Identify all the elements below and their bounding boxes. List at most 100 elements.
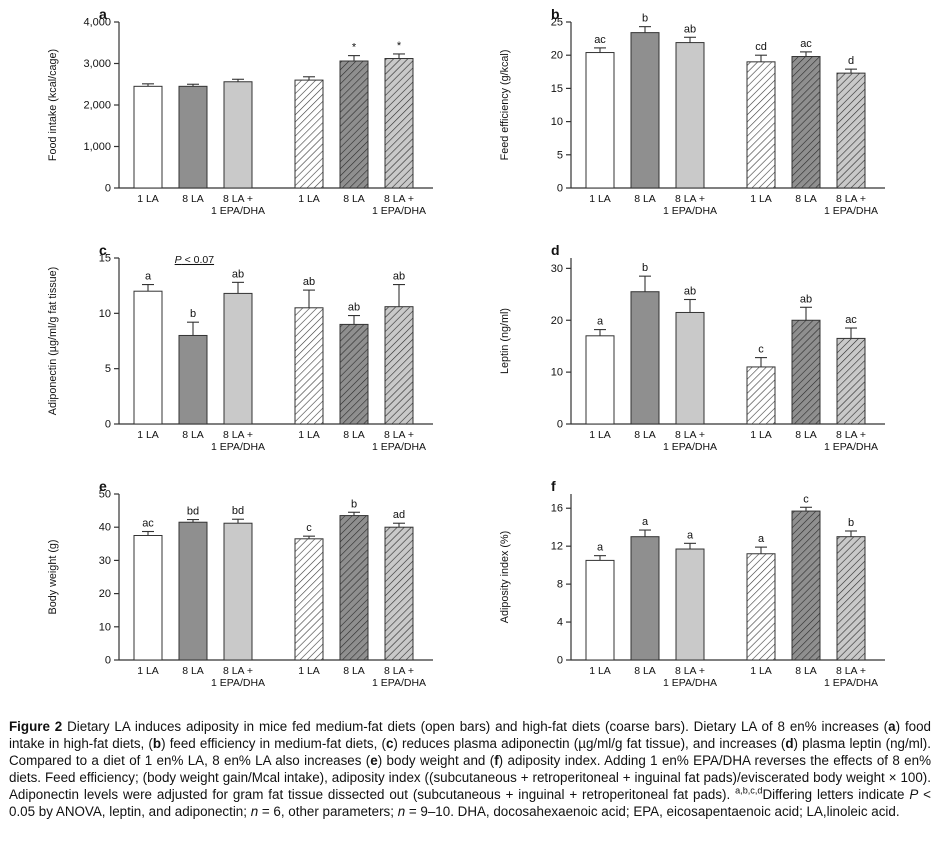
bar <box>178 521 208 661</box>
x-tick-label: 1 LA <box>298 429 320 441</box>
y-tick-label: 50 <box>99 489 111 501</box>
y-tick-label: 10 <box>551 116 563 128</box>
x-tick-label: 1 EPA/DHA <box>211 205 265 217</box>
x-tick-label: 1 LA <box>137 429 159 441</box>
bar-chart-a: a 0 1,000 2,000 3,000 4,000 Food intake (kcal/… <box>47 6 433 217</box>
x-tick-label: 1 LA <box>750 429 772 441</box>
y-tick-label: 5 <box>557 149 563 161</box>
sig-label: * <box>397 40 402 52</box>
x-tick-label: 8 LA + <box>223 193 253 205</box>
caption-text: ) plasma leptin (ng/ml). Compared to a d… <box>9 736 931 768</box>
panel-letter-e: e <box>99 478 107 494</box>
bar <box>223 522 253 661</box>
bar <box>178 334 208 425</box>
y-axis-label: Leptin (ng/ml) <box>499 308 511 374</box>
x-tick-label: 1 EPA/DHA <box>663 441 717 453</box>
bar <box>630 32 660 189</box>
bar <box>384 306 414 425</box>
y-tick-label: 15 <box>99 253 111 265</box>
sig-label: ac <box>845 314 857 326</box>
y-axis-label: Food intake (kcal/cage) <box>47 49 59 161</box>
x-tick-label: 1 EPA/DHA <box>824 205 878 217</box>
caption-bold-text: b <box>152 736 162 751</box>
sig-label: * <box>352 42 357 54</box>
bar <box>675 42 705 189</box>
bar <box>339 323 369 425</box>
x-tick-label: 1 LA <box>589 193 611 205</box>
y-axis-label: Adiposity index (%) <box>499 531 511 623</box>
x-tick-label: 8 LA + <box>223 665 253 677</box>
bar <box>791 510 821 661</box>
bar <box>294 307 324 425</box>
figure-panel-c: c 0 5 10 15 Adiponectin (µg/ml/g fat tissue) a… <box>43 242 445 470</box>
panel-letter-f: f <box>551 478 556 494</box>
x-tick-label: 8 LA <box>795 429 817 441</box>
x-tick-label: 1 LA <box>137 193 159 205</box>
bar <box>178 85 208 189</box>
figure-panel-b: b 0 5 10 15 20 25 Feed efficiency (g/kcal) ac 1 L… <box>495 6 897 234</box>
x-tick-label: 8 LA + <box>836 665 866 677</box>
bar <box>133 290 163 425</box>
bar <box>746 553 776 661</box>
bar <box>585 335 615 425</box>
sig-label: d <box>848 55 854 67</box>
y-tick-label: 20 <box>551 315 563 327</box>
figure-caption: Figure 2 Dietary LA induces adiposity in… <box>9 718 931 820</box>
bar <box>675 311 705 425</box>
bar-chart-e: e 0 10 20 30 40 50 Body weight (g) ac 1 LA bd 8 LA b… <box>47 478 433 689</box>
bar <box>339 515 369 661</box>
y-tick-label: 25 <box>551 17 563 29</box>
figure-panel-f: f 0 4 8 12 16 Adiposity index (%) a 1 LA a 8 LA a 8 … <box>495 478 897 706</box>
x-tick-label: 8 LA + <box>836 429 866 441</box>
y-tick-label: 30 <box>551 263 563 275</box>
y-tick-label: 30 <box>99 555 111 567</box>
y-tick-label: 4,000 <box>83 17 111 29</box>
bar <box>223 81 253 189</box>
x-tick-label: 1 LA <box>589 665 611 677</box>
sig-label: a <box>687 529 694 541</box>
caption-text: ) adiposity index. Adding 1 en% EPA/DHA … <box>9 753 931 802</box>
bar <box>746 61 776 189</box>
figure-panel-a: a 0 1,000 2,000 3,000 4,000 Food intake (kcal/… <box>43 6 445 234</box>
x-tick-label: 1 LA <box>137 665 159 677</box>
x-tick-label: 8 LA + <box>384 193 414 205</box>
bar <box>675 548 705 661</box>
x-tick-label: 1 EPA/DHA <box>211 441 265 453</box>
bar <box>791 319 821 425</box>
bar <box>836 337 866 425</box>
bar <box>133 535 163 661</box>
sig-label: ac <box>142 518 154 530</box>
y-tick-label: 0 <box>105 655 111 667</box>
sig-label: ab <box>232 268 244 280</box>
x-tick-label: 1 EPA/DHA <box>663 205 717 217</box>
sig-label: c <box>803 493 809 505</box>
y-tick-label: 0 <box>105 183 111 195</box>
x-tick-label: 8 LA <box>182 429 204 441</box>
sig-label: cd <box>755 41 767 53</box>
bar <box>294 538 324 661</box>
caption-text: = 6, other parameters; <box>258 804 398 819</box>
y-tick-label: 10 <box>99 308 111 320</box>
sig-label: ab <box>684 23 696 35</box>
y-tick-label: 5 <box>105 363 111 375</box>
sig-label: a <box>758 533 765 545</box>
caption-text: ) feed efficiency in medium-fat diets, ( <box>161 736 386 751</box>
figure-panel-e: e 0 10 20 30 40 50 Body weight (g) ac 1 LA bd 8 LA b… <box>43 478 445 706</box>
y-tick-label: 20 <box>551 50 563 62</box>
figure-grid: a 0 1,000 2,000 3,000 4,000 Food intake (kcal/… <box>0 6 940 706</box>
caption-bold-text: d <box>785 736 794 751</box>
x-tick-label: 8 LA <box>634 665 656 677</box>
sig-label: ab <box>800 293 812 305</box>
x-tick-label: 8 LA <box>343 429 365 441</box>
p-value-annotation: P < 0.07 <box>175 254 215 266</box>
bar <box>384 526 414 661</box>
x-tick-label: 8 LA <box>634 193 656 205</box>
caption-text: < 0.05 by ANOVA, leptin, and adiponectin… <box>9 787 931 819</box>
x-tick-label: 1 LA <box>298 665 320 677</box>
bar <box>791 56 821 189</box>
y-axis-label: Body weight (g) <box>47 539 59 614</box>
caption-bold-text: a <box>888 719 896 734</box>
caption-text: ) reduces plasma adiponectin (µg/ml/g fa… <box>393 736 786 751</box>
x-tick-label: 1 EPA/DHA <box>211 677 265 689</box>
figure-panel-d: d 0 10 20 30 Leptin (ng/ml) a 1 LA b 8 LA ab 8 LA +… <box>495 242 897 470</box>
